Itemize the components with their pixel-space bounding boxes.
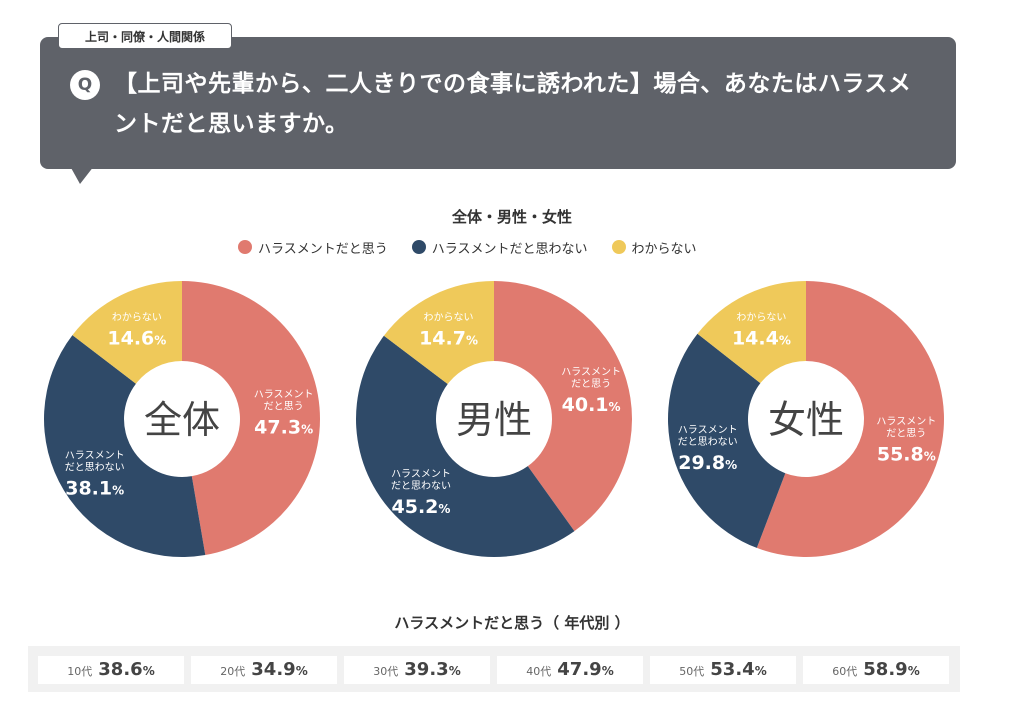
slice-label: わからない xyxy=(424,312,474,324)
slice-value: 40.1% xyxy=(562,394,621,416)
question-box xyxy=(40,37,956,169)
slice-value: 47.3% xyxy=(254,416,313,438)
slice-label: ハラスメント xyxy=(876,415,936,427)
percent-sign: % xyxy=(295,664,308,678)
slice-value: 14.7% xyxy=(419,328,478,350)
age-value: 58.9 xyxy=(863,659,908,680)
category-tag: 上司・同僚・人間関係 xyxy=(58,23,232,49)
donut-center-label: 男性 xyxy=(456,398,532,442)
slice-not-harassment xyxy=(355,335,575,557)
legend-item-harassment: ハラスメントだと思う xyxy=(238,238,388,257)
percent-sign: % xyxy=(142,664,155,678)
question-box-tail xyxy=(70,166,94,184)
slice-label: ハラスメント xyxy=(561,366,621,378)
slice-label: わからない xyxy=(736,311,786,323)
slice-label: ハラスメント xyxy=(391,468,451,480)
slice-label: だと思わない xyxy=(65,462,125,474)
percent-sign: % xyxy=(601,664,614,678)
donut-hole xyxy=(437,362,551,476)
age-label: 20代 xyxy=(220,665,246,678)
age-value: 47.9 xyxy=(557,659,602,680)
donut-center-label: 女性 xyxy=(768,398,844,442)
slice-harassment xyxy=(756,281,944,557)
slice-unknown xyxy=(697,281,806,384)
slice-label: ハラスメント xyxy=(254,388,314,400)
slice-label: ハラスメント xyxy=(678,424,738,436)
age-value: 39.3 xyxy=(404,659,449,680)
question-badge-icon: Q xyxy=(70,70,100,100)
donut-hole xyxy=(125,362,239,476)
legend-dot-harassment xyxy=(238,240,252,254)
question-text: 【上司や先輩から、二人きりでの食事に誘われた】場合、あなたはハラスメントだと思い… xyxy=(114,71,912,137)
slice-value: 38.1% xyxy=(65,478,124,500)
slice-label: わからない xyxy=(112,312,162,324)
slice-value: 55.8% xyxy=(877,443,936,465)
slice-not-harassment xyxy=(43,335,206,557)
legend-label: わからない xyxy=(631,241,697,257)
age-value: 34.9 xyxy=(251,659,296,680)
age-chart-title: ハラスメントだと思う（ 年代別 ） xyxy=(394,614,630,632)
legend-dot-not-harassment xyxy=(411,240,426,254)
slice-label: だと思う xyxy=(886,427,926,439)
legend-item-unknown: わからない xyxy=(611,238,697,257)
slice-label: ハラスメント xyxy=(65,450,125,462)
age-cell: 30代 39.3% xyxy=(344,656,490,684)
age-label: 10代 xyxy=(67,665,93,678)
chart-title: 全体・男性・女性 xyxy=(451,208,572,226)
age-cell: 20代 34.9% xyxy=(191,656,337,684)
slice-value: 45.2% xyxy=(392,496,451,518)
age-value: 53.4 xyxy=(710,659,755,680)
legend-dot-unknown xyxy=(611,240,626,254)
legend: ハラスメントだと思う ハラスメントだと思わない わからない xyxy=(238,236,758,258)
slice-value: 29.8% xyxy=(678,452,737,474)
donut-charts: ハラスメントだと思う47.3%ハラスメントだと思わない38.1%わからない14.… xyxy=(43,281,944,557)
age-label: 40代 xyxy=(526,665,552,678)
slice-value: 14.4% xyxy=(732,327,791,349)
slice-unknown xyxy=(383,281,494,385)
slice-label: だと思わない xyxy=(391,480,451,492)
age-cell: 50代 53.4% xyxy=(650,656,796,684)
slice-label: だと思う xyxy=(264,400,304,412)
legend-label: ハラスメントだと思わない xyxy=(431,241,588,257)
age-cell: 10代 38.6% xyxy=(38,656,184,684)
age-value: 38.6 xyxy=(98,659,143,680)
donut-center-label: 全体 xyxy=(144,398,220,442)
age-label: 50代 xyxy=(679,665,705,678)
legend-item-not-harassment: ハラスメントだと思わない xyxy=(411,238,588,257)
slice-value: 14.6% xyxy=(107,328,166,350)
percent-sign: % xyxy=(448,664,461,678)
slice-label: だと思わない xyxy=(678,436,738,448)
age-label: 60代 xyxy=(832,665,858,678)
donut-hole xyxy=(749,362,863,476)
slice-unknown xyxy=(72,281,182,384)
percent-sign: % xyxy=(907,664,920,678)
age-label: 30代 xyxy=(373,665,399,678)
slice-not-harassment xyxy=(668,333,786,548)
age-cell: 40代 47.9% xyxy=(497,656,643,684)
slice-harassment xyxy=(182,281,321,556)
slice-label: だと思う xyxy=(571,378,611,390)
age-cell: 60代 58.9% xyxy=(803,656,949,684)
percent-sign: % xyxy=(754,664,767,678)
slice-harassment xyxy=(494,281,632,532)
legend-label: ハラスメントだと思う xyxy=(258,241,388,257)
